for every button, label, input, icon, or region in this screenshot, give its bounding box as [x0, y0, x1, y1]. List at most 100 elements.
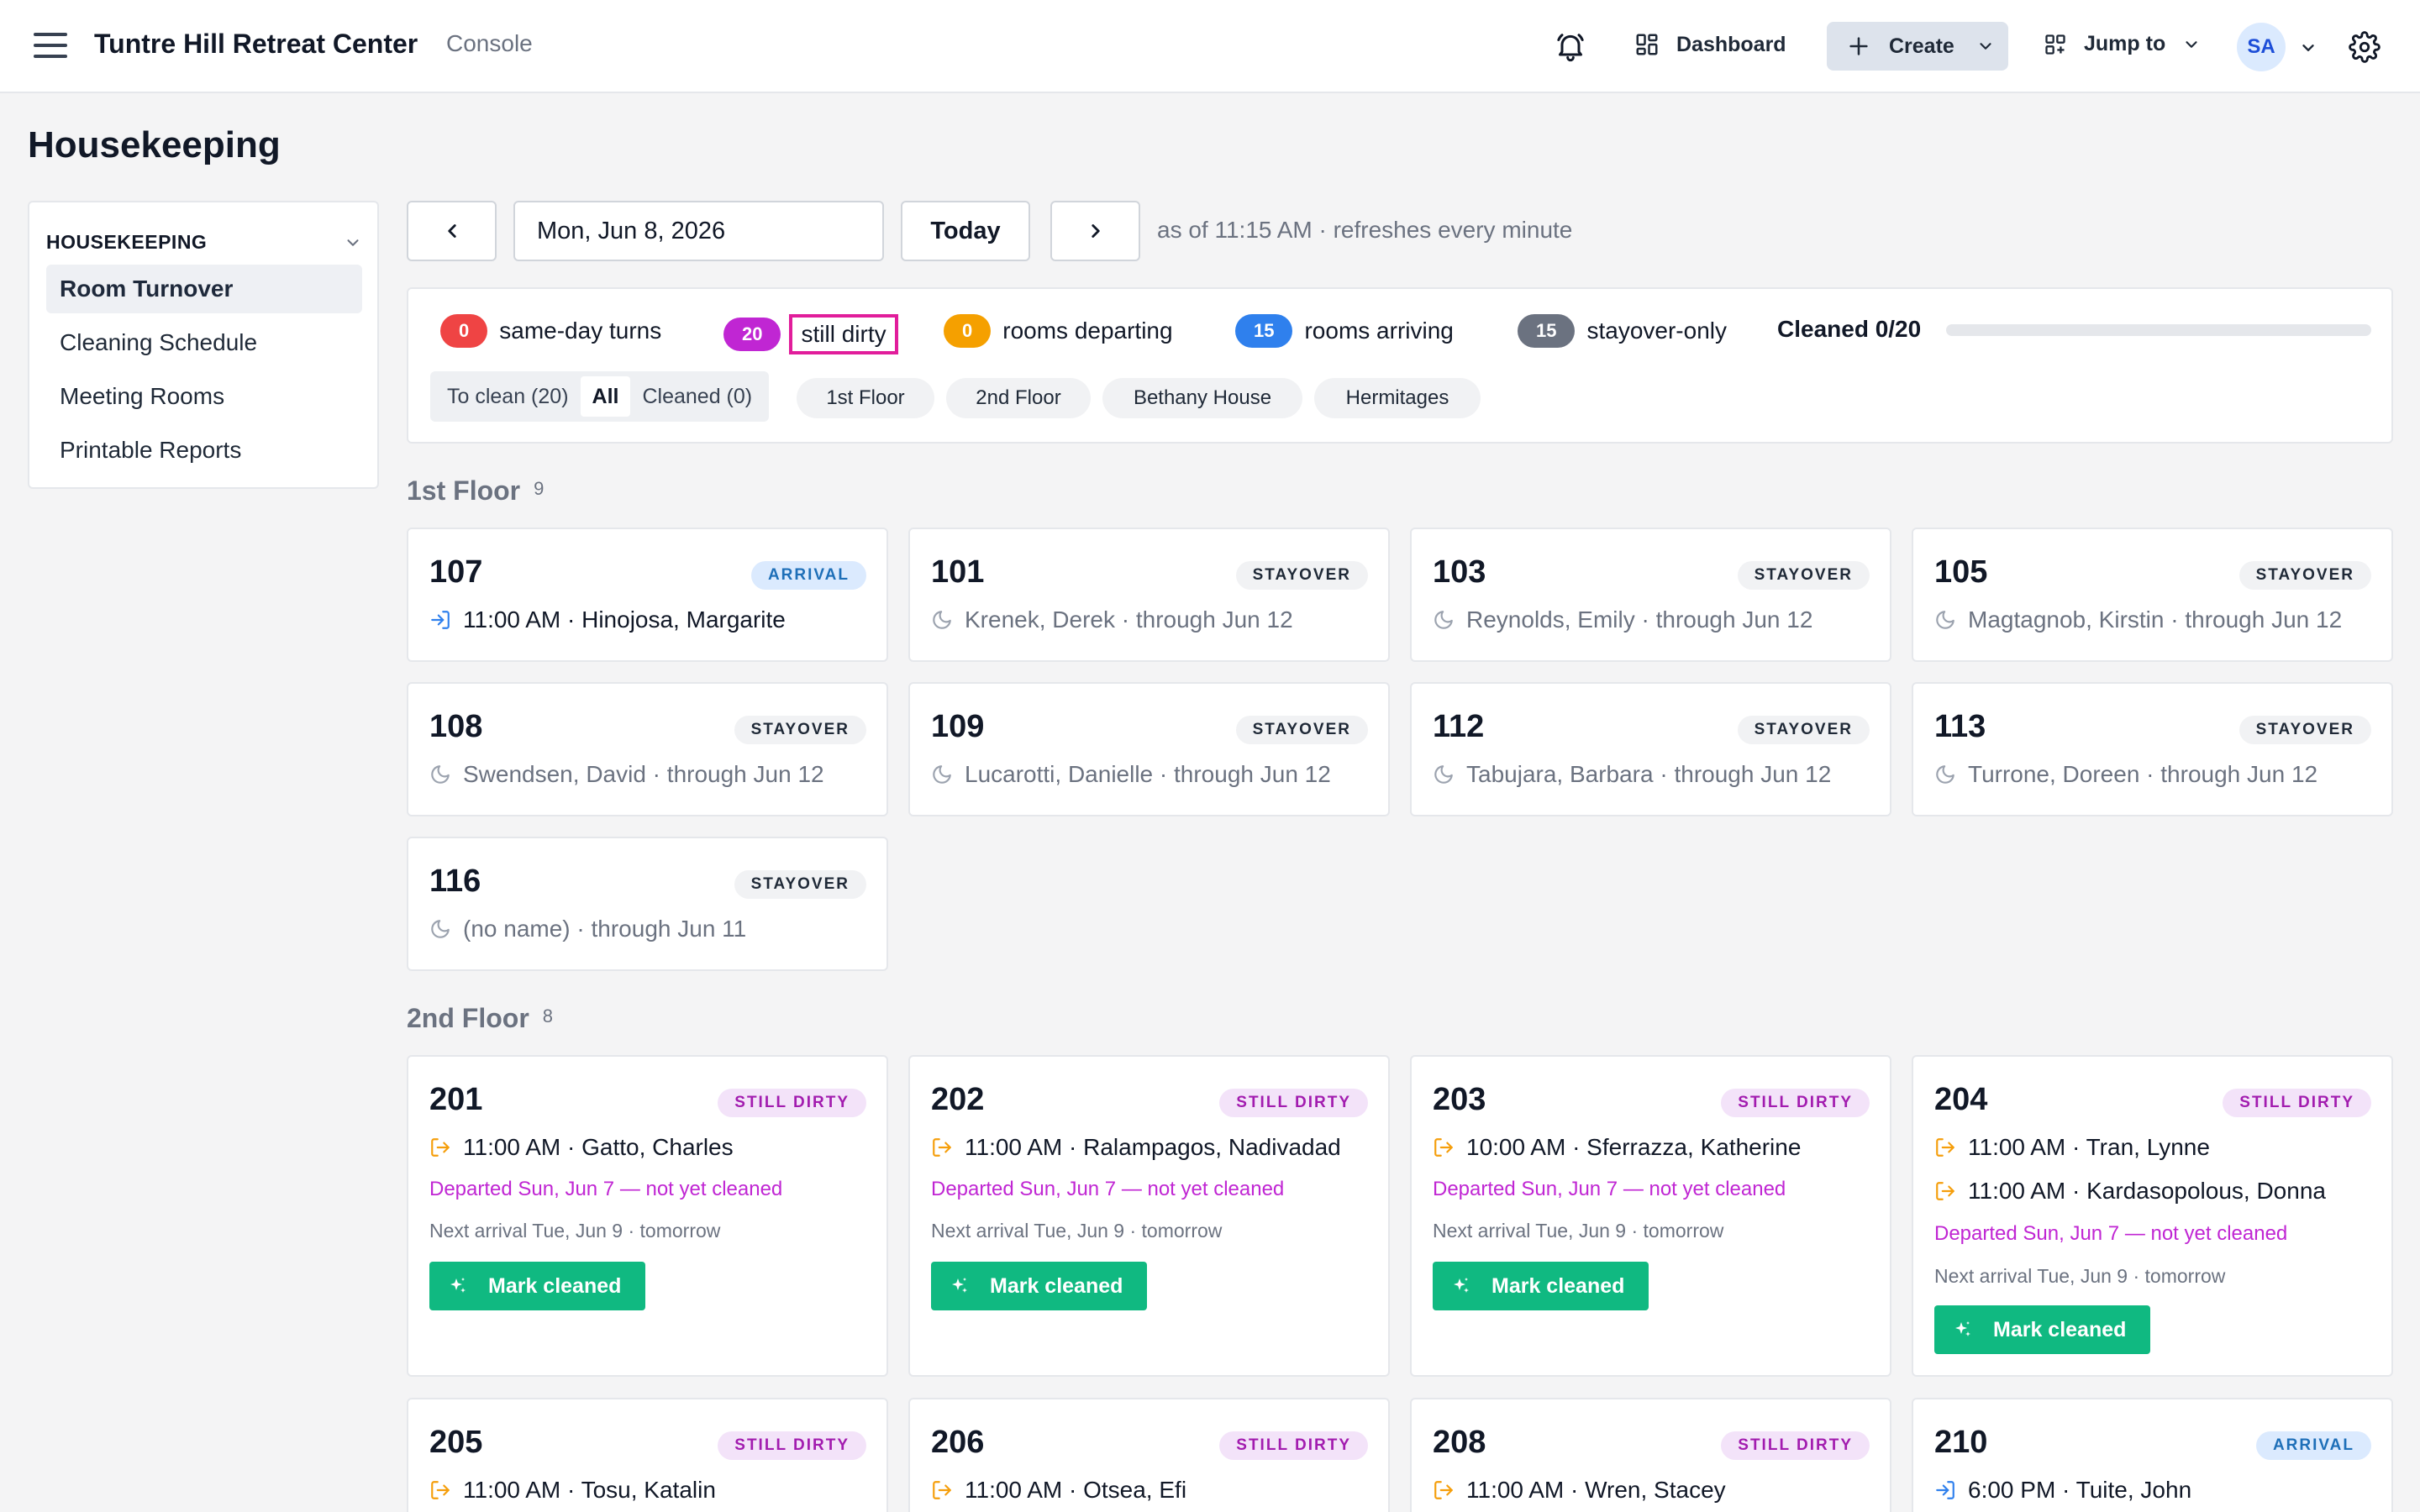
- mark-cleaned-button[interactable]: Mark cleaned: [931, 1262, 1147, 1310]
- sidebar-item-meeting-rooms[interactable]: Meeting Rooms: [60, 383, 225, 409]
- count-badge: 15: [1235, 314, 1293, 348]
- gear-icon[interactable]: [2346, 29, 2383, 66]
- sidebar-item-printable-reports[interactable]: Printable Reports: [60, 437, 242, 463]
- room-card-205[interactable]: 205 STILL DIRTY 11:00 AM · Tosu, Katalin: [407, 1398, 888, 1512]
- sidebar-item-room-turnover[interactable]: Room Turnover: [46, 265, 362, 313]
- next-arrival: Next arrival Tue, Jun 9 · tomorrow: [931, 1220, 1223, 1242]
- room-card-109[interactable]: 109 STAYOVER Lucarotti, Danielle · throu…: [908, 682, 1390, 816]
- room-card-101[interactable]: 101 STAYOVER Krenek, Derek · through Jun…: [908, 528, 1390, 662]
- next-arrival: Next arrival Tue, Jun 9 · tomorrow: [429, 1220, 721, 1242]
- chevron-down-icon: [2186, 40, 2197, 48]
- status-badge: STAYOVER: [1737, 716, 1870, 744]
- sidebar-heading-label: HOUSEKEEPING: [46, 231, 208, 253]
- dashboard-label: Dashboard: [1676, 32, 1786, 56]
- stat-label: rooms departing: [1002, 318, 1173, 344]
- room-number: 112: [1433, 709, 1485, 744]
- room-card-202[interactable]: 202 STILL DIRTY 11:00 AM · Ralampagos, N…: [908, 1055, 1390, 1377]
- section-count: 8: [542, 1005, 554, 1026]
- room-card-113[interactable]: 113 STAYOVER Turrone, Doreen · through J…: [1912, 682, 2393, 816]
- next-day-button[interactable]: [1050, 201, 1140, 261]
- filter-cleaned[interactable]: Cleaned (0): [642, 384, 753, 408]
- chevron-right-icon: [1091, 224, 1100, 238]
- departure-icon: [933, 1138, 951, 1157]
- guest-line: Turrone, Doreen · through Jun 12: [1934, 761, 2317, 788]
- count-badge: 0: [440, 314, 488, 348]
- guest-line: 11:00 AM · Gatto, Charles: [429, 1134, 734, 1161]
- departure-icon: [431, 1138, 450, 1157]
- room-card-116[interactable]: 116 STAYOVER (no name) · through Jun 11: [407, 837, 888, 971]
- moon-icon: [1434, 765, 1453, 784]
- departure-icon: [1434, 1138, 1453, 1157]
- section-title: 1st Floor: [407, 475, 521, 506]
- room-number: 205: [429, 1425, 483, 1460]
- status-badge: STILL DIRTY: [718, 1431, 866, 1460]
- stat-rooms-departing[interactable]: 0 rooms departing: [944, 314, 1173, 348]
- jump-to-label: Jump to: [2084, 32, 2166, 55]
- guest-line: 11:00 AM · Kardasopolous, Donna: [1934, 1178, 2326, 1205]
- stat-same-day-turns[interactable]: 0 same-day turns: [440, 314, 661, 348]
- sidebar-heading[interactable]: HOUSEKEEPING: [46, 231, 362, 254]
- sparkle-icon: [450, 1278, 466, 1293]
- room-card-108[interactable]: 108 STAYOVER Swendsen, David · through J…: [407, 682, 888, 816]
- chevron-left-icon: [447, 224, 456, 238]
- guest-line: (no name) · through Jun 11: [429, 916, 746, 942]
- status-badge: STILL DIRTY: [1721, 1431, 1870, 1460]
- mark-cleaned-button[interactable]: Mark cleaned: [429, 1262, 645, 1310]
- sparkle-icon: [1955, 1321, 1970, 1336]
- room-card-105[interactable]: 105 STAYOVER Magtagnob, Kirstin · throug…: [1912, 528, 2393, 662]
- section-title: 2nd Floor: [407, 1003, 529, 1033]
- chip-1st-floor[interactable]: 1st Floor: [797, 378, 934, 418]
- plus-icon: [1849, 37, 1868, 55]
- app-title: Tuntre Hill Retreat Center: [94, 29, 418, 59]
- chip-bethany-house[interactable]: Bethany House: [1102, 378, 1302, 418]
- stat-rooms-arriving[interactable]: 15 rooms arriving: [1235, 314, 1454, 348]
- menu-icon[interactable]: [34, 31, 67, 60]
- status-badge: ARRIVAL: [2255, 1431, 2371, 1460]
- stat-label-highlighted: still dirty: [789, 314, 898, 354]
- moon-icon: [1936, 611, 1954, 629]
- create-button[interactable]: Create: [1827, 22, 2008, 71]
- today-button[interactable]: Today: [901, 201, 1030, 261]
- chip-hermitages[interactable]: Hermitages: [1314, 378, 1481, 418]
- bell-icon[interactable]: [1551, 27, 1590, 66]
- mark-cleaned-button[interactable]: Mark cleaned: [1433, 1262, 1649, 1310]
- dashboard-button[interactable]: Dashboard: [1634, 32, 1786, 57]
- room-card-103[interactable]: 103 STAYOVER Reynolds, Emily · through J…: [1410, 528, 1891, 662]
- room-card-107[interactable]: 107 ARRIVAL 11:00 AM · Hinojosa, Margari…: [407, 528, 888, 662]
- room-number: 210: [1934, 1425, 1988, 1460]
- guest-line: Magtagnob, Kirstin · through Jun 12: [1934, 606, 2342, 633]
- guest-line: Swendsen, David · through Jun 12: [429, 761, 824, 788]
- departure-icon: [1434, 1481, 1453, 1499]
- room-number: 105: [1934, 554, 1988, 590]
- departure-icon: [1936, 1182, 1954, 1200]
- moon-icon: [1434, 611, 1453, 629]
- next-arrival: Next arrival Tue, Jun 9 · tomorrow: [1934, 1265, 2226, 1287]
- room-card-208[interactable]: 208 STILL DIRTY 11:00 AM · Wren, Stacey: [1410, 1398, 1891, 1512]
- count-badge: 0: [944, 314, 992, 348]
- stat-stayover-only[interactable]: 15 stayover-only: [1518, 314, 1727, 348]
- filter-all[interactable]: All: [580, 376, 631, 417]
- stat-still-dirty[interactable]: 20 still dirty: [723, 314, 898, 354]
- jump-to-button[interactable]: Jump to: [2044, 32, 2201, 56]
- account-chevron-down-icon[interactable]: [2297, 37, 2319, 59]
- dashboard-icon: [1636, 34, 1658, 55]
- count-badge: 15: [1518, 314, 1576, 348]
- room-card-206[interactable]: 206 STILL DIRTY 11:00 AM · Otsea, Efi: [908, 1398, 1390, 1512]
- room-card-204[interactable]: 204 STILL DIRTY 11:00 AM · Tran, Lynne 1…: [1912, 1055, 2393, 1377]
- chip-2nd-floor[interactable]: 2nd Floor: [946, 378, 1091, 418]
- cleaned-progress-label: Cleaned 0/20: [1777, 316, 1922, 342]
- room-card-210[interactable]: 210 ARRIVAL 6:00 PM · Tuite, John: [1912, 1398, 2393, 1512]
- room-card-201[interactable]: 201 STILL DIRTY 11:00 AM · Gatto, Charle…: [407, 1055, 888, 1377]
- previous-day-button[interactable]: [407, 201, 497, 261]
- guest-line: Tabujara, Barbara · through Jun 12: [1433, 761, 1831, 788]
- mark-cleaned-button[interactable]: Mark cleaned: [1934, 1305, 2150, 1354]
- date-input[interactable]: [513, 201, 884, 261]
- sidebar-item-cleaning-schedule[interactable]: Cleaning Schedule: [60, 329, 258, 355]
- room-number: 101: [931, 554, 985, 590]
- avatar[interactable]: SA: [2237, 23, 2286, 71]
- room-card-203[interactable]: 203 STILL DIRTY 10:00 AM · Sferrazza, Ka…: [1410, 1055, 1891, 1377]
- status-badge: ARRIVAL: [750, 561, 866, 590]
- clean-status-filter: To clean (20) All Cleaned (0): [430, 371, 770, 422]
- filter-to-clean[interactable]: To clean (20): [447, 384, 569, 408]
- room-card-112[interactable]: 112 STAYOVER Tabujara, Barbara · through…: [1410, 682, 1891, 816]
